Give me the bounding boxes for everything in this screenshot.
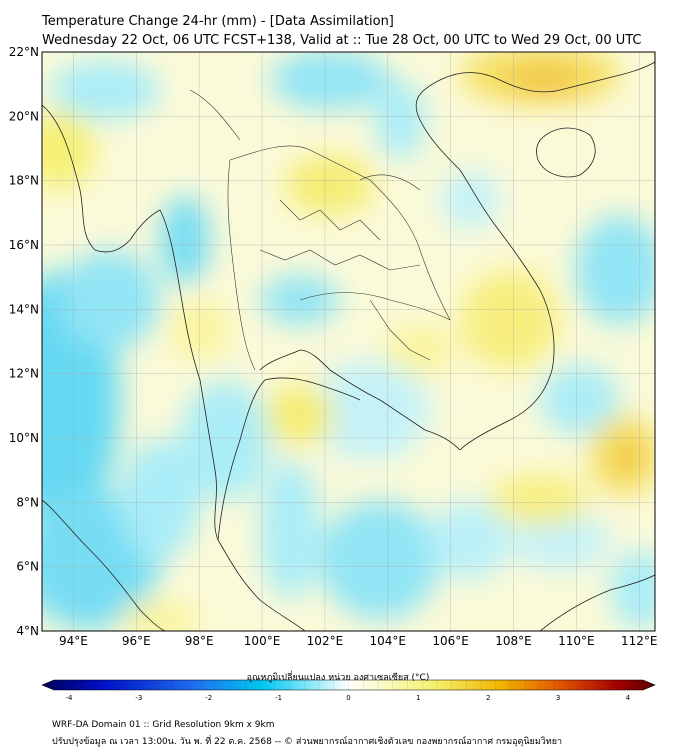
map-frame [41,51,656,632]
lat-label: 10°N [9,431,39,445]
footer-line-1: WRF-DA Domain 01 :: Grid Resolution 9km … [52,720,275,730]
longitude-labels: 94°E 96°E 98°E 100°E 102°E 104°E 106°E 108°E 110… [59,634,658,648]
coastlines [42,61,655,631]
lat-label: 6°N [16,560,39,574]
temperature-field [42,52,655,631]
lat-label: 14°N [9,302,39,316]
colorbar-tick-label: 1 [416,694,420,702]
colorbar-tick-label: -1 [275,694,282,702]
colorbar-tick-label: 0 [346,694,350,702]
lat-label: 18°N [9,174,39,188]
colorbar-tick-label: 3 [556,694,560,702]
lat-label: 4°N [16,624,39,638]
lon-label: 94°E [59,634,88,648]
lon-label: 106°E [432,634,469,648]
colorbar-tick-label: -4 [66,694,74,702]
colorbar: -4 -3 -2 -1 0 1 2 3 4 [41,679,656,702]
lon-label: 110°E [558,634,595,648]
lon-label: 100°E [244,634,281,648]
lon-label: 104°E [370,634,407,648]
colorbar-tick-label: 4 [626,694,631,702]
lat-label: 8°N [16,495,39,509]
map-title: Temperature Change 24-hr (mm) - [Data As… [42,12,642,50]
colorbar-ticks: -4 -3 -2 -1 0 1 2 3 4 [53,680,644,702]
lon-label: 96°E [122,634,151,648]
admin-borders [189,89,451,371]
latitude-labels: 22°N 20°N 18°N 16°N 14°N 12°N 10°N 8°N 6°N 4°N [9,45,39,638]
lat-label: 12°N [9,367,39,381]
title-line-2: Wednesday 22 Oct, 06 UTC FCST+138, Valid… [42,33,642,48]
lat-label: 20°N [9,109,39,123]
colorbar-tick-label: 2 [486,694,490,702]
colorbar-title: อุณหภูมิเปลี่ยนแปลง หน่วย องศาเซลเซียส (… [246,673,430,683]
lon-label: 98°E [185,634,214,648]
colorbar-tick-label: -3 [135,694,142,702]
lon-label: 112°E [621,634,658,648]
lat-label: 16°N [9,238,39,252]
footer-line-2: ปรับปรุงข้อมูล ณ เวลา 13:00น. วัน พ. ที่… [52,737,563,747]
lat-label: 22°N [9,45,39,59]
lon-label: 102°E [307,634,344,648]
lon-label: 108°E [495,634,532,648]
colorbar-tick-label: -2 [205,694,212,702]
title-line-1: Temperature Change 24-hr (mm) - [Data As… [42,14,394,29]
colorbar-gradient [41,679,656,691]
